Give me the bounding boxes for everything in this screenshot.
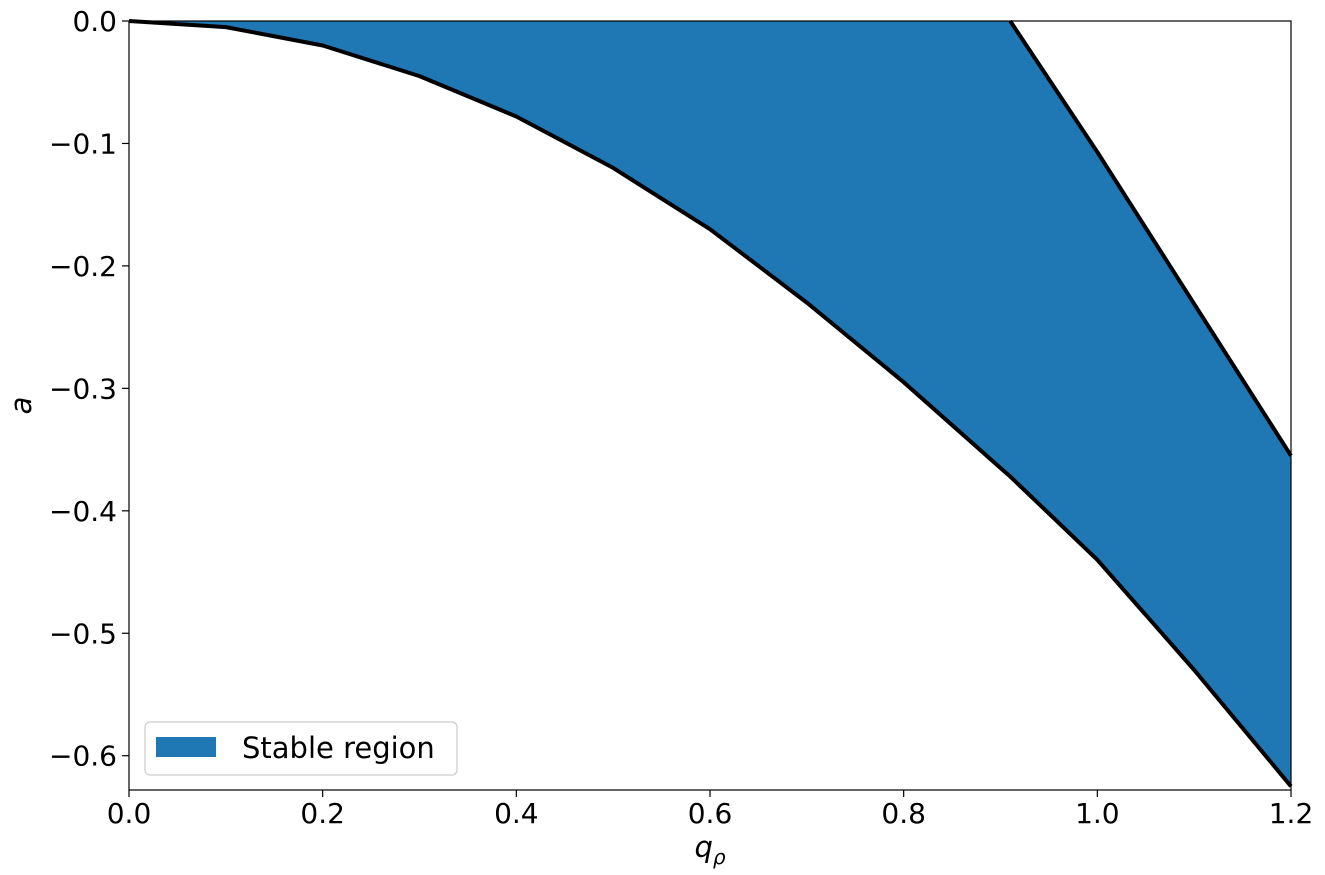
lower-boundary-line (128, 19, 1293, 788)
y-tick-label: −0.2 (49, 250, 117, 283)
x-axis-label: qρ (694, 830, 725, 869)
y-tick-label: −0.3 (49, 372, 117, 405)
x-tick-label: 1.0 (1075, 797, 1120, 830)
x-tick-label: 0.6 (688, 797, 733, 830)
legend-label: Stable region (242, 731, 435, 765)
x-tick-label: 1.2 (1269, 797, 1314, 830)
upper-boundary-line (1008, 19, 1293, 457)
x-tick-label: 0.8 (881, 797, 926, 830)
axis-ticks: 0.0 0.2 0.4 0.6 0.8 1.0 1.2 0.0 −0.1 −0.2 −0.3 −0.4… (49, 5, 1313, 830)
legend-swatch (156, 737, 216, 757)
x-tick-label: 0.2 (300, 797, 345, 830)
legend: Stable region (144, 721, 458, 776)
x-tick-label: 0.0 (107, 797, 152, 830)
y-tick-label: −0.4 (49, 495, 117, 528)
y-tick-label: −0.1 (49, 127, 117, 160)
y-tick-label: −0.5 (49, 617, 117, 650)
x-axis-label-subscript: ρ (713, 845, 726, 869)
legend-box (144, 721, 458, 776)
y-axis-label: a (4, 397, 38, 415)
stable-region-area (129, 21, 1291, 787)
y-tick-label: 0.0 (72, 5, 117, 38)
x-axis-label-main: q (694, 830, 712, 864)
plot-area (128, 19, 1293, 788)
y-tick-label: −0.6 (49, 740, 117, 773)
x-tick-label: 0.4 (494, 797, 539, 830)
